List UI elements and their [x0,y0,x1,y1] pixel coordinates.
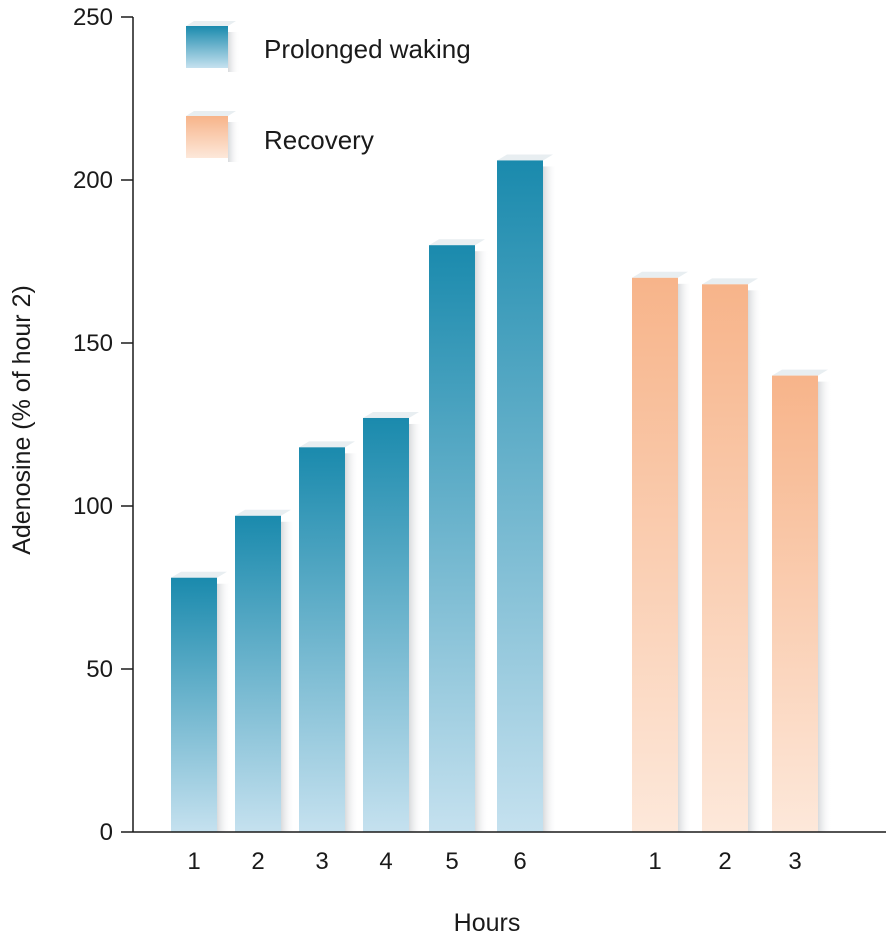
bar-top-face [171,571,227,578]
y-tick-label: 150 [73,330,113,357]
bar-shadow [281,521,295,832]
legend-swatch-shadow [228,32,240,72]
y-tick-label: 50 [86,656,113,683]
x-category-labels: 1 2 3 4 5 6 1 2 3 [187,848,801,875]
bar [235,515,281,832]
x-category-label: 6 [513,848,526,875]
x-category-label: 4 [379,848,392,875]
x-category-label: 2 [251,848,264,875]
bar [772,375,818,832]
x-category-label: 3 [788,848,801,875]
bar-top-face [632,271,688,278]
legend-label: Recovery [264,125,374,155]
bar-top-face [497,154,553,161]
x-axis-title: Hours [454,909,521,937]
bar [429,245,475,832]
axes-layer [132,17,886,833]
legend-label: Prolonged waking [264,34,471,64]
legend-swatch-top [186,21,236,26]
y-tick-label: 250 [73,4,113,31]
bars-layer [171,154,832,832]
bar-shadow [748,290,762,832]
bar-shadow [678,283,692,832]
y-tick-label: 100 [73,493,113,520]
y-axis-title: Adenosine (% of hour 2) [8,285,36,555]
x-category-label: 3 [315,848,328,875]
y-tick-label: 0 [100,819,113,846]
bar [171,577,217,832]
legend-swatch-top [186,111,236,116]
legend-swatch [186,26,228,68]
bar [497,160,543,832]
x-category-label: 5 [445,848,458,875]
bar-shadow [475,251,489,832]
bar [702,284,748,832]
y-tick-label: 200 [73,167,113,194]
bar-top-face [702,278,758,285]
x-category-label: 1 [648,848,661,875]
bar [632,277,678,832]
bar-top-face [363,411,419,418]
bar-shadow [409,423,423,832]
x-category-label: 1 [187,848,200,875]
legend-swatch-shadow [228,122,240,162]
bar [363,417,409,832]
bar-shadow [345,453,359,832]
legend-swatch [186,116,228,158]
y-ticks-layer: 0 50 100 150 200 250 [73,4,133,846]
bar-top-face [235,509,291,516]
bar-shadow [217,583,231,832]
bar-shadow [818,381,832,832]
x-category-label: 2 [718,848,731,875]
bar-top-face [772,369,828,376]
legend: Prolonged waking Recovery [186,21,471,162]
bar [299,447,345,832]
bar-top-face [429,239,485,246]
bar-top-face [299,441,355,448]
bar-shadow [543,166,557,832]
